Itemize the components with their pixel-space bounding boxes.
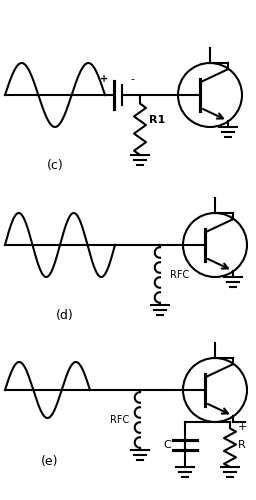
Text: C: C bbox=[163, 440, 171, 450]
Text: +: + bbox=[100, 74, 108, 84]
Text: R: R bbox=[238, 440, 246, 450]
Text: -: - bbox=[130, 74, 134, 84]
Text: RFC: RFC bbox=[110, 415, 129, 425]
Text: (e): (e) bbox=[41, 456, 59, 468]
Text: +: + bbox=[238, 422, 247, 432]
Text: R1: R1 bbox=[149, 115, 165, 125]
Text: (d): (d) bbox=[56, 308, 74, 322]
Text: RFC: RFC bbox=[170, 270, 189, 280]
Text: (c): (c) bbox=[47, 158, 63, 172]
